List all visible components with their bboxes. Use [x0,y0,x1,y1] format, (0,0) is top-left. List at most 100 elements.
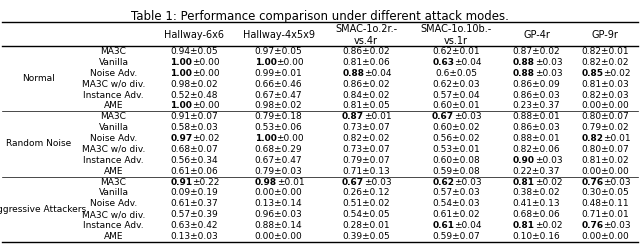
Text: 0.00±0.00: 0.00±0.00 [581,167,629,176]
Text: 0.59±0.08: 0.59±0.08 [432,167,480,176]
Text: 0.39±0.05: 0.39±0.05 [342,232,390,241]
Text: ±0.01: ±0.01 [364,112,392,121]
Text: 0.99±0.01: 0.99±0.01 [255,69,302,78]
Text: 0.88±0.14: 0.88±0.14 [255,221,302,230]
Text: Hallway-6x6: Hallway-6x6 [164,30,224,40]
Text: ±0.03: ±0.03 [454,112,482,121]
Text: 0.91: 0.91 [170,178,193,187]
Text: 1.00: 1.00 [170,69,192,78]
Text: ±0.03: ±0.03 [534,69,563,78]
Text: 0.86±0.09: 0.86±0.09 [513,80,561,89]
Text: 0.76: 0.76 [581,221,604,230]
Text: 0.53±0.06: 0.53±0.06 [255,123,302,132]
Text: 0.54±0.03: 0.54±0.03 [432,199,480,208]
Text: ±0.03: ±0.03 [534,156,563,165]
Text: SMAC-1o.10b.-
vs.1r: SMAC-1o.10b.- vs.1r [420,24,492,46]
Text: 0.00±0.00: 0.00±0.00 [581,102,629,110]
Text: ±0.00: ±0.00 [192,58,220,67]
Text: 0.91±0.07: 0.91±0.07 [170,112,218,121]
Text: MA3C: MA3C [100,47,127,56]
Text: 0.54±0.05: 0.54±0.05 [342,210,390,219]
Text: 0.57±0.04: 0.57±0.04 [432,91,480,100]
Text: 0.88±0.01: 0.88±0.01 [513,112,561,121]
Text: 0.86±0.03: 0.86±0.03 [513,123,561,132]
Text: MA3C w/o div.: MA3C w/o div. [82,210,145,219]
Text: 0.63: 0.63 [432,58,454,67]
Text: 0.94±0.05: 0.94±0.05 [170,47,218,56]
Text: ±0.00: ±0.00 [192,102,220,110]
Text: 0.56±0.34: 0.56±0.34 [170,156,218,165]
Text: 0.10±0.16: 0.10±0.16 [513,232,561,241]
Text: 0.98±0.02: 0.98±0.02 [170,80,218,89]
Text: GP-4r: GP-4r [523,30,550,40]
Text: 0.86±0.02: 0.86±0.02 [342,80,390,89]
Text: 0.00±0.00: 0.00±0.00 [255,189,302,197]
Text: Vanilla: Vanilla [99,123,129,132]
Text: ±0.00: ±0.00 [276,134,304,143]
Text: Random Noise: Random Noise [6,140,71,149]
Text: 0.6±0.05: 0.6±0.05 [435,69,477,78]
Text: 0.87±0.02: 0.87±0.02 [513,47,560,56]
Text: 0.96±0.03: 0.96±0.03 [255,210,302,219]
Text: 0.51±0.02: 0.51±0.02 [342,199,390,208]
Text: 0.53±0.01: 0.53±0.01 [432,145,480,154]
Text: 0.82: 0.82 [581,134,603,143]
Text: 0.56±0.02: 0.56±0.02 [432,134,480,143]
Text: 0.66±0.46: 0.66±0.46 [255,80,302,89]
Text: 1.00: 1.00 [255,58,276,67]
Text: 0.82±0.03: 0.82±0.03 [581,91,629,100]
Text: 0.00±0.00: 0.00±0.00 [255,232,302,241]
Text: 1.00: 1.00 [255,134,276,143]
Text: 0.13±0.03: 0.13±0.03 [170,232,218,241]
Text: ±0.01: ±0.01 [276,178,305,187]
Text: 0.57±0.03: 0.57±0.03 [432,189,480,197]
Text: ±0.22: ±0.22 [193,178,220,187]
Text: ±0.04: ±0.04 [454,58,482,67]
Text: 0.81: 0.81 [513,178,534,187]
Text: 0.98: 0.98 [255,178,276,187]
Text: 0.67±0.47: 0.67±0.47 [255,156,302,165]
Text: 1.00: 1.00 [170,58,192,67]
Text: 0.61±0.37: 0.61±0.37 [170,199,218,208]
Text: 0.61: 0.61 [432,221,454,230]
Text: 0.38±0.02: 0.38±0.02 [513,189,560,197]
Text: Hallway-4x5x9: Hallway-4x5x9 [243,30,314,40]
Text: 0.84±0.02: 0.84±0.02 [342,91,390,100]
Text: 0.80±0.07: 0.80±0.07 [581,145,629,154]
Text: AME: AME [104,102,124,110]
Text: 0.81: 0.81 [513,221,534,230]
Text: 0.48±0.11: 0.48±0.11 [581,199,629,208]
Text: 0.71±0.13: 0.71±0.13 [342,167,390,176]
Text: SMAC-1o.2r.-
vs.4r: SMAC-1o.2r.- vs.4r [335,24,397,46]
Text: 0.76: 0.76 [581,178,604,187]
Text: 0.59±0.07: 0.59±0.07 [432,232,480,241]
Text: ±0.00: ±0.00 [192,69,220,78]
Text: 0.88: 0.88 [342,69,364,78]
Text: 0.81±0.02: 0.81±0.02 [581,156,629,165]
Text: 0.57±0.39: 0.57±0.39 [170,210,218,219]
Text: ±0.03: ±0.03 [604,178,631,187]
Text: ±0.01: ±0.01 [603,134,631,143]
Text: 0.88: 0.88 [513,58,534,67]
Text: 0.82±0.02: 0.82±0.02 [581,58,628,67]
Text: ±0.02: ±0.02 [534,178,562,187]
Text: 0.82±0.01: 0.82±0.01 [581,47,629,56]
Text: Noise Adv.: Noise Adv. [90,199,137,208]
Text: 0.88: 0.88 [513,69,534,78]
Text: 0.52±0.48: 0.52±0.48 [170,91,218,100]
Text: ±0.04: ±0.04 [454,221,482,230]
Text: 0.61±0.02: 0.61±0.02 [432,210,480,219]
Text: 0.62±0.01: 0.62±0.01 [432,47,480,56]
Text: 0.22±0.37: 0.22±0.37 [513,167,560,176]
Text: 0.79±0.18: 0.79±0.18 [255,112,302,121]
Text: 0.82±0.02: 0.82±0.02 [342,134,390,143]
Text: 0.73±0.07: 0.73±0.07 [342,123,390,132]
Text: 0.87: 0.87 [342,112,364,121]
Text: Vanilla: Vanilla [99,58,129,67]
Text: Table 1: Performance comparison under different attack modes.: Table 1: Performance comparison under di… [131,10,509,23]
Text: 0.97±0.05: 0.97±0.05 [255,47,302,56]
Text: 0.79±0.02: 0.79±0.02 [581,123,629,132]
Text: Instance Adv.: Instance Adv. [83,91,144,100]
Text: ±0.02: ±0.02 [193,134,220,143]
Text: 0.98±0.02: 0.98±0.02 [255,102,302,110]
